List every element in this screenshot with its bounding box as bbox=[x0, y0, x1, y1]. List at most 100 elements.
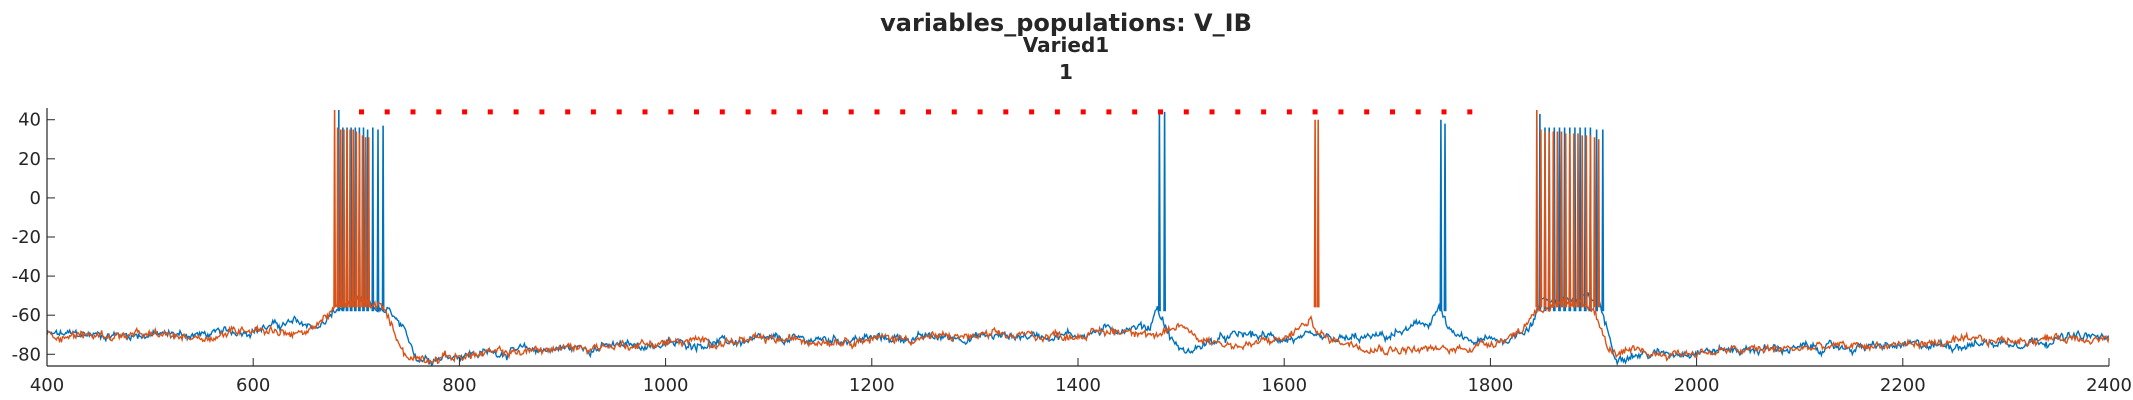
chart-subtitle: Varied1 bbox=[1023, 33, 1109, 57]
x-tick-label: 2400 bbox=[2086, 375, 2132, 396]
series-1-spike-12 bbox=[1158, 111, 1161, 312]
event-marker-7 bbox=[513, 109, 519, 115]
series-2-spike-15 bbox=[1535, 109, 1539, 308]
series-2-spike-17 bbox=[1543, 131, 1547, 308]
x-tick-label: 400 bbox=[30, 375, 64, 396]
series-1-spike-9 bbox=[371, 127, 375, 312]
y-tick-label: -60 bbox=[12, 305, 41, 326]
y-tick-label: 20 bbox=[18, 149, 41, 170]
event-marker-24 bbox=[951, 109, 957, 115]
axes: 400 600 800 1000 1200 1400 1600 1800 2000 2200 240… bbox=[12, 108, 2132, 396]
event-marker-30 bbox=[1106, 109, 1112, 115]
event-marker-39 bbox=[1338, 109, 1344, 115]
event-marker-32 bbox=[1158, 109, 1163, 115]
series-2-spike-20 bbox=[1556, 131, 1559, 308]
plot-area bbox=[47, 109, 2109, 366]
series-2-spike-23 bbox=[1568, 133, 1572, 308]
event-marker-2 bbox=[384, 109, 390, 115]
x-tick-label: 1800 bbox=[1467, 375, 1513, 396]
event-marker-17 bbox=[771, 109, 777, 115]
series-2-spike-25 bbox=[1576, 133, 1580, 308]
series-1-spike-20 bbox=[1558, 127, 1561, 312]
series-2-spike-8 bbox=[354, 131, 358, 308]
y-tick-label: -20 bbox=[12, 227, 41, 248]
x-tick-label: 2200 bbox=[1880, 375, 1926, 396]
series-2-spike-3 bbox=[339, 129, 343, 308]
event-marker-37 bbox=[1286, 109, 1292, 115]
series-1-spike-15 bbox=[1443, 123, 1447, 312]
event-marker-3 bbox=[410, 109, 416, 115]
series-2-spike-4 bbox=[342, 129, 346, 308]
event-marker-26 bbox=[1003, 109, 1009, 115]
series-1-spike-13 bbox=[1163, 111, 1166, 312]
event-marker-18 bbox=[797, 109, 803, 115]
series-2-spike-21 bbox=[1560, 131, 1563, 308]
event-marker-23 bbox=[926, 109, 931, 115]
series-2-spike-11 bbox=[364, 137, 367, 308]
chart-subtitle-2: 1 bbox=[1059, 60, 1073, 84]
series-1-spike-14 bbox=[1439, 119, 1443, 312]
event-marker-44 bbox=[1467, 109, 1473, 115]
event-marker-20 bbox=[848, 109, 854, 115]
series-1-spike-10 bbox=[376, 129, 380, 312]
chart-title: variables_populations: V_IB bbox=[880, 9, 1252, 37]
event-marker-40 bbox=[1364, 109, 1370, 115]
event-marker-41 bbox=[1390, 109, 1395, 115]
series-2-spike-14 bbox=[1316, 119, 1320, 308]
event-marker-29 bbox=[1080, 109, 1086, 115]
event-marker-42 bbox=[1415, 109, 1421, 115]
series-1-spike-28 bbox=[1601, 129, 1605, 312]
event-marker-8 bbox=[539, 109, 545, 115]
event-marker-5 bbox=[462, 109, 468, 115]
x-tick-label: 800 bbox=[442, 375, 476, 396]
event-marker-25 bbox=[977, 109, 983, 115]
event-marker-22 bbox=[900, 109, 906, 115]
event-marker-14 bbox=[694, 109, 699, 115]
event-marker-33 bbox=[1183, 109, 1189, 115]
y-tick-label: 40 bbox=[18, 110, 41, 131]
series-2-spike-10 bbox=[361, 135, 364, 308]
event-marker-27 bbox=[1029, 109, 1035, 115]
series-2-spike-13 bbox=[1313, 119, 1317, 308]
event-marker-13 bbox=[668, 109, 674, 115]
series-2-spike-18 bbox=[1547, 131, 1551, 308]
event-marker-9 bbox=[565, 109, 571, 115]
x-tick-label: 1200 bbox=[849, 375, 895, 396]
x-tick-label: 1000 bbox=[643, 375, 689, 396]
event-marker-12 bbox=[642, 109, 648, 115]
event-marker-43 bbox=[1441, 109, 1447, 115]
series-1-spike-27 bbox=[1595, 129, 1598, 312]
series-2-spike-19 bbox=[1551, 131, 1555, 308]
series-2-spike-16 bbox=[1539, 129, 1543, 308]
series-2-line bbox=[47, 295, 2109, 366]
event-marker-21 bbox=[874, 109, 880, 115]
event-marker-38 bbox=[1312, 109, 1318, 115]
x-tick-label: 1600 bbox=[1261, 375, 1307, 396]
event-marker-36 bbox=[1261, 109, 1267, 115]
event-marker-19 bbox=[822, 109, 828, 115]
series-2-spike-7 bbox=[351, 129, 355, 308]
series-2-spike-22 bbox=[1564, 133, 1568, 308]
event-marker-1 bbox=[359, 109, 364, 115]
series-1-spike-11 bbox=[381, 125, 385, 312]
series-2-spike-30 bbox=[1597, 139, 1601, 308]
series-2-spike-6 bbox=[348, 129, 352, 308]
series-2-spike-27 bbox=[1584, 135, 1588, 308]
event-marker-35 bbox=[1235, 109, 1241, 115]
series-2-spike-28 bbox=[1589, 135, 1592, 308]
series-1-spike-24 bbox=[1578, 127, 1582, 312]
event-marker-16 bbox=[745, 109, 751, 115]
x-tick-label: 2000 bbox=[1674, 375, 1720, 396]
event-marker-10 bbox=[590, 109, 596, 115]
series-2-spike-24 bbox=[1572, 133, 1576, 308]
event-marker-11 bbox=[616, 109, 622, 115]
x-tick-label: 600 bbox=[236, 375, 270, 396]
series-2-spike-12 bbox=[367, 137, 371, 308]
y-tick-label: -80 bbox=[12, 344, 41, 365]
series-2-spike-5 bbox=[345, 129, 349, 308]
series-2-spike-26 bbox=[1580, 135, 1584, 308]
y-tick-label: 0 bbox=[30, 188, 41, 209]
event-marker-31 bbox=[1132, 109, 1138, 115]
event-marker-34 bbox=[1209, 109, 1215, 115]
